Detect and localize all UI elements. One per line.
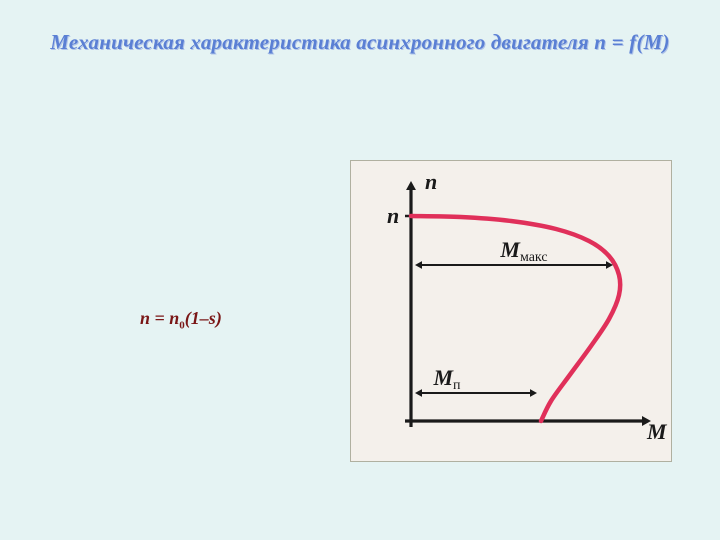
svg-text:M: M bbox=[646, 419, 668, 444]
formula-slip: s bbox=[209, 308, 216, 328]
svg-text:n: n bbox=[387, 203, 399, 228]
svg-text:Mмакс: Mмакс bbox=[499, 237, 547, 265]
graph-svg: n Mn Mмакс Mп bbox=[351, 161, 671, 461]
formula-open: (1– bbox=[185, 308, 209, 328]
formula-rhs-var: n bbox=[169, 308, 179, 328]
formula-lhs: n bbox=[140, 308, 150, 328]
torque-speed-graph: n Mn Mмакс Mп bbox=[350, 160, 672, 462]
formula: n = n0(1–s) bbox=[140, 308, 222, 332]
page-title: Механическая характеристика асинхронного… bbox=[0, 30, 720, 55]
formula-close: ) bbox=[216, 308, 222, 328]
svg-text:n: n bbox=[425, 169, 437, 194]
svg-text:Mп: Mп bbox=[432, 365, 461, 393]
formula-eq: = bbox=[150, 308, 169, 328]
